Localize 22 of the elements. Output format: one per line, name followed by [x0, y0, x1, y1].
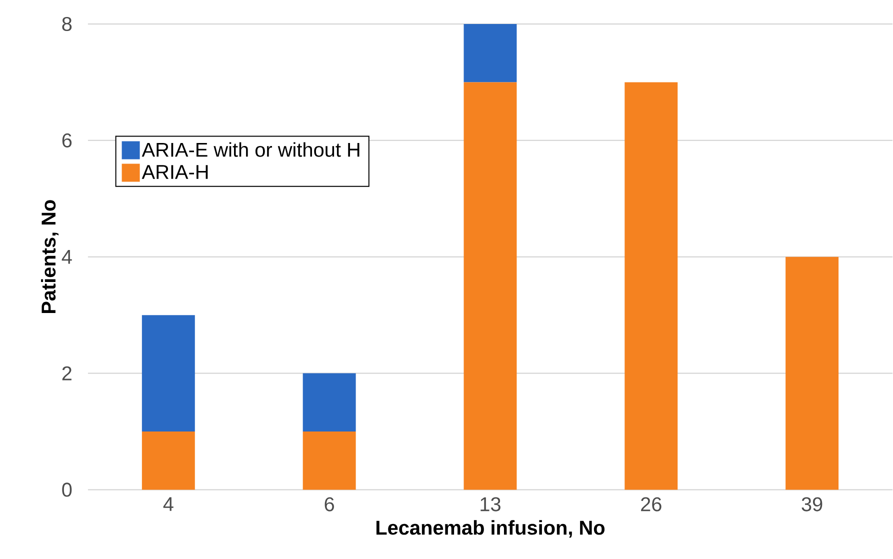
legend-label: ARIA-E with or without H — [142, 142, 360, 158]
x-tick-label: 6 — [324, 497, 334, 512]
y-axis-title: Patients, No — [41, 200, 59, 314]
legend-label: ARIA-H — [142, 165, 208, 180]
bar — [786, 257, 839, 490]
bar — [302, 432, 356, 490]
x-tick-label: 13 — [480, 497, 500, 512]
bar — [624, 82, 678, 490]
y-tick-label: 8 — [62, 17, 72, 32]
x-tick-label: 4 — [163, 497, 174, 512]
x-tick-label: 26 — [641, 497, 662, 512]
x-axis-title: Lecanemab infusion, No — [376, 520, 605, 538]
bar — [302, 373, 356, 432]
bar — [464, 82, 517, 490]
y-tick-label: 0 — [62, 482, 72, 497]
bar — [464, 24, 517, 82]
bar — [142, 432, 195, 490]
bar — [142, 315, 195, 432]
y-tick-label: 4 — [62, 250, 72, 264]
y-tick-label: 2 — [62, 366, 72, 380]
x-tick-label: 39 — [802, 497, 822, 512]
y-tick-label: 6 — [62, 134, 72, 148]
